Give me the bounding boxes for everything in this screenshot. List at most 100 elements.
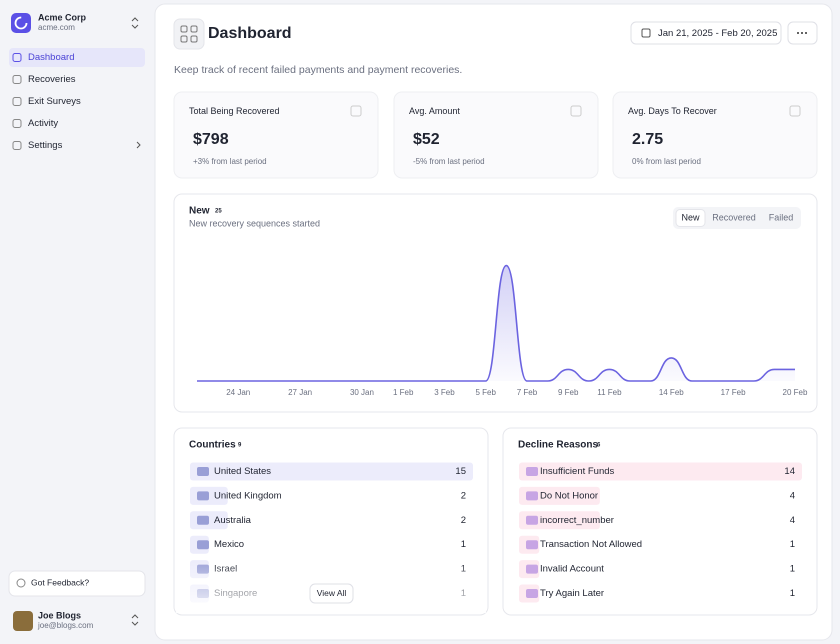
avatar (13, 611, 33, 631)
row-name: Mexico (214, 539, 244, 550)
nav-item[interactable]: Recoveries (28, 74, 76, 85)
row-icon (526, 564, 538, 574)
x-tick-label: 9 Feb (558, 388, 579, 397)
page-title: Dashboard (208, 25, 292, 42)
x-tick-label: 5 Feb (475, 388, 496, 397)
tab-active (675, 209, 706, 227)
x-tick-label: 14 Feb (659, 388, 684, 397)
nav-item[interactable]: Settings (28, 140, 63, 151)
nav-item[interactable]: Exit Surveys (28, 96, 81, 107)
row-value: 1 (790, 564, 795, 575)
user-name: Joe Blogs (38, 610, 81, 620)
stat-value: $798 (193, 131, 229, 148)
date-range[interactable]: Jan 21, 2025 - Feb 20, 2025 (658, 28, 777, 39)
row-icon (526, 467, 538, 476)
tab[interactable]: Failed (769, 212, 794, 222)
row-value: 2 (461, 490, 466, 501)
stat-label: Avg. Days To Recover (628, 106, 717, 116)
nav-icon (12, 53, 22, 62)
stat-label: Avg. Amount (409, 106, 460, 116)
stat-card (612, 91, 818, 179)
row-bar (519, 511, 600, 530)
row-value: 1 (461, 539, 466, 550)
row-value: 4 (790, 515, 795, 526)
org-switch[interactable] (131, 17, 139, 29)
more-icon (797, 32, 807, 34)
user-switch[interactable] (131, 614, 139, 626)
stat-change: -5% from last period (413, 157, 485, 166)
row-icon (526, 491, 538, 501)
row-value: 2 (461, 515, 466, 526)
x-tick-label: 11 Feb (597, 388, 622, 397)
row-value: 4 (790, 490, 795, 501)
x-tick-label: 3 Feb (434, 388, 455, 397)
date-button[interactable] (630, 21, 782, 45)
row-name: incorrect_number (540, 515, 614, 526)
page-icon (173, 18, 205, 50)
org-logo (11, 13, 31, 33)
nav-item[interactable]: Activity (28, 118, 58, 129)
stat-card (173, 91, 379, 179)
view-all-button[interactable] (309, 583, 354, 604)
tab[interactable]: New (681, 212, 700, 222)
org-name: Acme Corp (38, 12, 87, 22)
chart-card (173, 193, 818, 413)
nav-icon (12, 141, 22, 150)
chart-subtitle: New recovery sequences started (189, 218, 320, 228)
grid-icon (180, 25, 198, 43)
row-icon (197, 491, 209, 501)
row-name: Do Not Honor (540, 490, 598, 501)
stat-icon (570, 105, 582, 117)
x-tick-label: 30 Jan (350, 388, 374, 397)
decline-title: Decline Reasons (518, 440, 598, 451)
chart-count: 25 (215, 209, 222, 215)
user-email: joe@blogs.com (37, 621, 94, 630)
row-bar (519, 462, 802, 481)
x-tick-label: 17 Feb (721, 388, 746, 397)
x-tick-label: 24 Jan (226, 388, 250, 397)
settings-chevron[interactable] (136, 141, 141, 149)
stat-change: 0% from last period (632, 157, 701, 166)
x-tick-label: 7 Feb (517, 388, 538, 397)
row-name: United States (214, 466, 271, 477)
x-tick-label: 20 Feb (783, 388, 808, 397)
feedback-text[interactable]: Got Feedback? (31, 577, 89, 587)
row-value: 1 (790, 588, 795, 599)
row-icon (526, 589, 538, 598)
row-bar (190, 462, 473, 481)
row-value: 14 (784, 466, 795, 477)
calendar-icon (641, 28, 651, 38)
row-icon (197, 540, 209, 550)
row-icon (526, 515, 538, 525)
stat-icon (789, 105, 801, 117)
logo-mark (14, 16, 28, 30)
row-bar (519, 486, 600, 505)
nav-active-bg (9, 48, 145, 67)
row-icon (197, 467, 209, 476)
x-tick-label: 1 Feb (393, 388, 414, 397)
stat-change: +3% from last period (193, 157, 267, 166)
feedback-box[interactable] (8, 570, 146, 597)
chart-title: New (189, 206, 210, 217)
stat-icon (350, 105, 362, 117)
row-value: 1 (790, 539, 795, 550)
tab[interactable]: Recovered (712, 212, 756, 222)
row-icon (197, 515, 209, 525)
stat-card (393, 91, 599, 179)
row-value: 15 (455, 466, 466, 477)
org-domain: acme.com (38, 23, 75, 32)
row-name: Insufficient Funds (540, 466, 615, 477)
stat-value: $52 (413, 131, 440, 148)
x-tick-label: 27 Jan (288, 388, 312, 397)
view-all[interactable]: View All (317, 588, 347, 598)
row-name: Transaction Not Allowed (540, 539, 642, 550)
page-subtitle: Keep track of recent failed payments and… (174, 64, 462, 76)
stat-value: 2.75 (632, 131, 663, 148)
row-icon (526, 540, 538, 550)
nav-item[interactable]: Dashboard (28, 52, 74, 63)
countries-title: Countries (189, 440, 236, 451)
nav-icon (12, 119, 22, 128)
row-name: Australia (214, 515, 252, 526)
